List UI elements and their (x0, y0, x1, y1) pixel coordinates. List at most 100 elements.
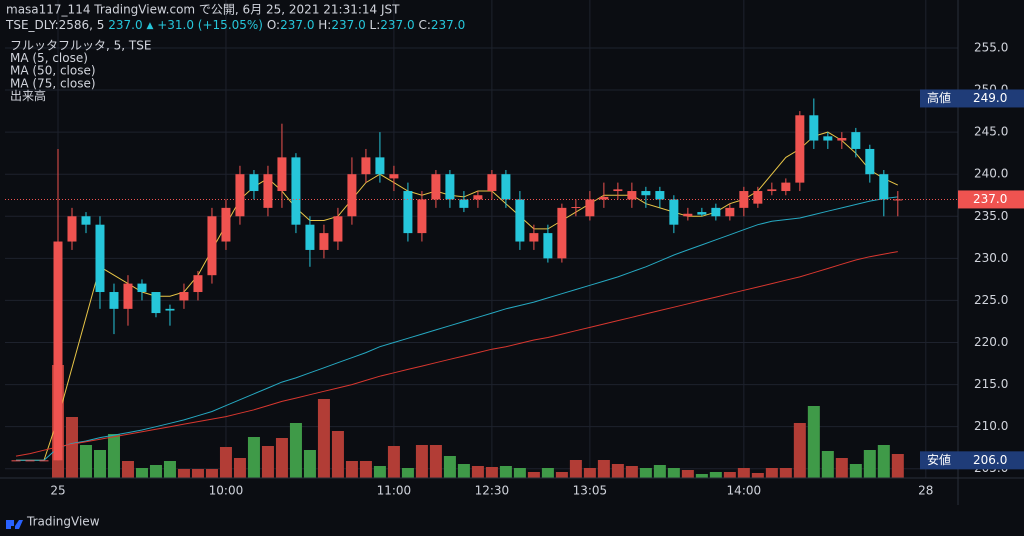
symbol: TSE_DLY:2586, 5 (5, 18, 104, 32)
candle-body (375, 157, 385, 175)
candle-body (165, 308, 175, 311)
candle-body (431, 174, 441, 200)
candle-body (837, 138, 847, 141)
candle-body (137, 283, 147, 293)
candle-body (193, 275, 203, 293)
candle-body (879, 174, 889, 200)
x-tick-label: 10:00 (209, 484, 244, 498)
o-value: 237.0 (280, 18, 314, 32)
volume-bar (359, 461, 372, 478)
candle-body (403, 191, 413, 234)
candle-body (655, 191, 665, 200)
volume-bar (415, 445, 428, 478)
candle-body (389, 174, 399, 179)
h-value: 237.0 (331, 18, 365, 32)
volume-bar (275, 438, 288, 478)
volume-bar (779, 468, 792, 478)
h-key: H: (318, 18, 331, 32)
candle-body (417, 199, 427, 234)
volume-bar (79, 445, 92, 478)
volume-bar (625, 466, 638, 478)
volume-bar (877, 445, 890, 478)
candle-body (67, 216, 77, 242)
l-value: 237.0 (380, 18, 414, 32)
x-tick-label: 14:00 (727, 484, 762, 498)
y-tick-label: 215.0 (974, 377, 1008, 391)
candle-body (795, 115, 805, 183)
volume-bar (121, 461, 134, 478)
candle-body (319, 233, 329, 250)
price-tag: 高値 (927, 90, 951, 105)
y-tick-label: 255.0 (974, 40, 1008, 54)
legend-entry: フルッタフルッタ, 5, TSE (10, 39, 151, 53)
volume-bar (135, 468, 148, 478)
volume-bar (583, 468, 596, 478)
candle-body (641, 191, 651, 196)
grid (5, 0, 958, 478)
volume-bar (611, 464, 624, 478)
volume-bar (793, 423, 806, 478)
candle-body (207, 216, 217, 276)
ma-line (16, 131, 899, 461)
x-tick-label: 11:00 (377, 484, 412, 498)
candle-body (515, 199, 525, 242)
volume-bar (681, 470, 694, 478)
candle-body (725, 207, 735, 217)
x-tick-label: 13:05 (573, 484, 608, 498)
candle-body (893, 199, 903, 201)
volume-bar (387, 446, 400, 478)
candle-body (571, 207, 581, 209)
price-box (958, 451, 1024, 470)
candle-body (25, 460, 35, 462)
volume-bar (835, 458, 848, 478)
candle-body (109, 292, 119, 309)
volume-bar (849, 464, 862, 478)
c-value: 237.0 (431, 18, 465, 32)
volume-bar (429, 445, 442, 478)
volume-bar (653, 465, 666, 478)
volume-bar (751, 473, 764, 478)
candle-body (81, 216, 91, 225)
brand-logo (6, 520, 23, 529)
candle-body (39, 460, 49, 462)
volume-bar (765, 468, 778, 478)
volume-bar (723, 472, 736, 478)
candle-body (865, 148, 875, 175)
candle-body (235, 174, 245, 217)
candle-body (809, 115, 819, 141)
candle-body (445, 174, 455, 200)
candle-body (123, 283, 133, 309)
volume-bar (513, 468, 526, 478)
o-key: O: (267, 18, 280, 32)
volume-bar (107, 434, 120, 478)
candle-body (305, 224, 315, 250)
price-value: 237.0 (973, 192, 1007, 206)
price-value: 249.0 (973, 91, 1007, 105)
legend-entry: MA (5, close) (10, 51, 88, 65)
candle-body (11, 460, 21, 462)
candle-body (627, 191, 637, 200)
brand: TradingView (26, 515, 100, 529)
legend-entry: MA (75, close) (10, 76, 96, 90)
volume-bar (821, 451, 834, 478)
change: +31.0 (+15.05%) (157, 18, 263, 32)
candle-body (543, 233, 553, 259)
volume-bar (527, 472, 540, 478)
candle-body (599, 196, 609, 200)
legend-entry: MA (50, close) (10, 64, 96, 78)
volume-bar (65, 417, 78, 478)
candle-body (459, 199, 469, 208)
volume-bar (149, 465, 162, 478)
volume-bar (695, 474, 708, 478)
candle-body (249, 174, 259, 192)
ma-line (15, 251, 898, 457)
candle-body (487, 174, 497, 192)
volume-bar (177, 469, 190, 478)
volume-bar (737, 468, 750, 478)
volume-bar (289, 423, 302, 478)
volume-bar (303, 450, 316, 478)
candle-body (179, 292, 189, 301)
